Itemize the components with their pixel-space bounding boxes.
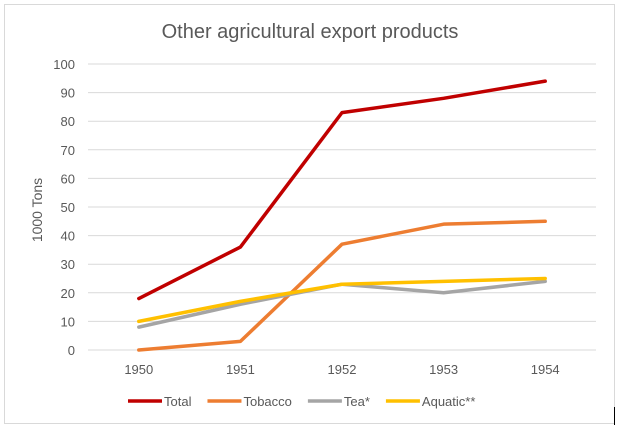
- y-axis-label: 1000 Tons: [29, 178, 45, 242]
- y-tick-label: 80: [61, 114, 75, 129]
- y-tick-label: 70: [61, 143, 75, 158]
- series-line-aquatic: [137, 276, 547, 324]
- legend-label: Tea*: [344, 394, 370, 409]
- gridlines: [88, 63, 596, 351]
- legend-label: Tobacco: [243, 394, 291, 409]
- x-tick-labels: 1950 1951 1952 1953 1954: [124, 362, 559, 377]
- chart-frame: [4, 4, 615, 424]
- legend: Total Tobacco Tea* Aquatic**: [128, 394, 475, 409]
- text-cursor: [614, 407, 615, 425]
- series-line-tea: [137, 279, 547, 329]
- y-tick-label: 90: [61, 86, 75, 101]
- y-tick-label: 40: [61, 229, 75, 244]
- legend-item: Aquatic**: [385, 394, 475, 409]
- y-tick-labels: 0 10 20 30 40 50 60 70 80 90 100: [53, 57, 75, 358]
- legend-label: Total: [164, 394, 192, 409]
- y-tick-label: 10: [61, 314, 75, 329]
- y-tick-label: 30: [61, 257, 75, 272]
- chart-title: Other agricultural export products: [162, 21, 459, 43]
- series-line-tobacco: [137, 219, 547, 352]
- series-line-total: [137, 79, 547, 301]
- y-tick-label: 0: [68, 343, 75, 358]
- legend-item: Total: [128, 394, 192, 409]
- x-tick-label: 1954: [531, 362, 560, 377]
- series-lines: [137, 79, 547, 352]
- x-tick-label: 1950: [124, 362, 153, 377]
- x-tick-label: 1952: [328, 362, 357, 377]
- y-tick-label: 20: [61, 286, 75, 301]
- x-tick-label: 1951: [226, 362, 255, 377]
- legend-label: Aquatic**: [422, 394, 475, 409]
- legend-item: Tea*: [307, 394, 370, 409]
- y-tick-label: 100: [53, 57, 75, 72]
- y-tick-label: 50: [61, 200, 75, 215]
- x-tick-label: 1953: [429, 362, 458, 377]
- y-tick-label: 60: [61, 171, 75, 186]
- legend-item: Tobacco: [207, 394, 292, 409]
